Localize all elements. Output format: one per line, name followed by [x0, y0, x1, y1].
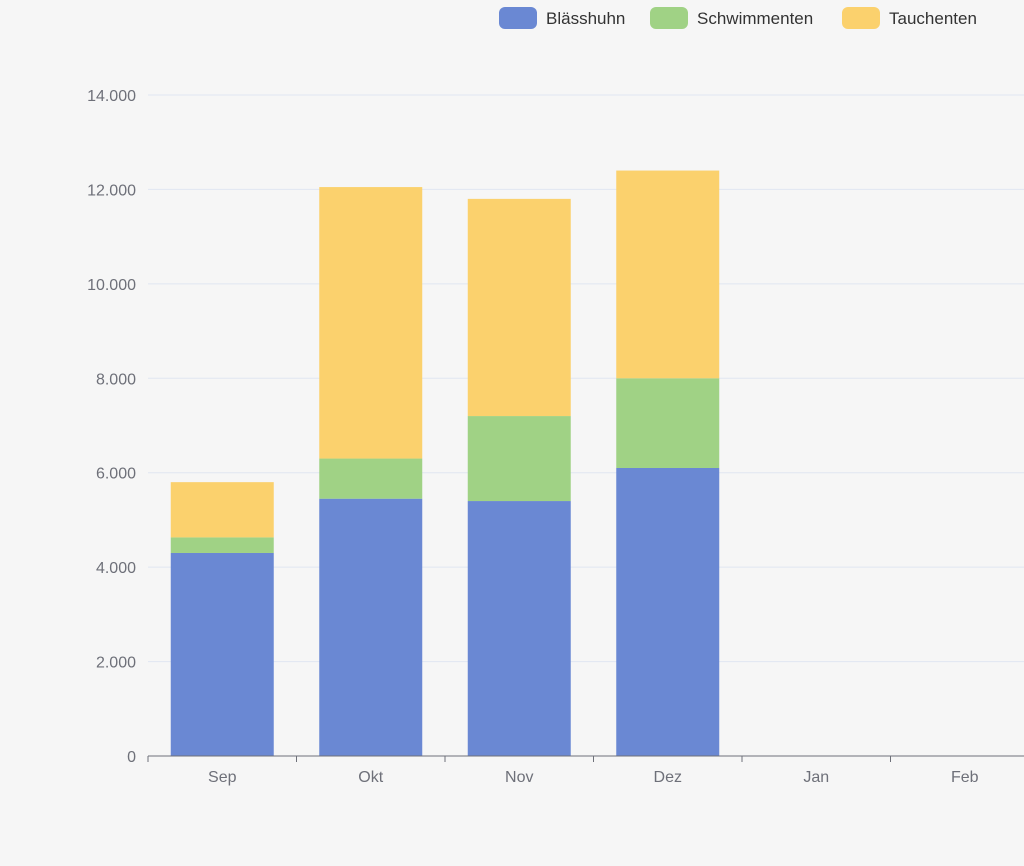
legend-item-tauchenten[interactable]: Tauchenten [842, 7, 977, 29]
x-tick-label: Sep [208, 769, 237, 786]
bar-blässhuhn-okt[interactable] [319, 498, 423, 756]
legend-item-blässhuhn[interactable]: Blässhuhn [499, 7, 625, 29]
bar-tauchenten-sep[interactable] [170, 482, 274, 538]
y-tick-label: 10.000 [87, 277, 136, 294]
bar-schwimmenten-sep[interactable] [170, 537, 274, 553]
axes: 0 2.000 4.000 6.000 8.000 10.000 12.000 14.000 S… [87, 88, 1024, 786]
bar-blässhuhn-sep[interactable] [170, 552, 274, 756]
bar-tauchenten-okt[interactable] [319, 187, 423, 459]
y-tick-label: 14.000 [87, 88, 136, 105]
y-tick-label: 2.000 [96, 655, 136, 672]
y-tick-label: 12.000 [87, 182, 136, 199]
legend-item-schwimmenten[interactable]: Schwimmenten [650, 7, 813, 29]
legend-swatch [499, 7, 537, 29]
y-tick-label: 4.000 [96, 560, 136, 577]
y-tick-label: 6.000 [96, 466, 136, 483]
bars [170, 170, 720, 756]
legend-label: Schwimmenten [697, 9, 813, 28]
x-tick-label: Okt [358, 769, 383, 786]
x-tick-label: Nov [505, 769, 533, 786]
y-tick-label: 0 [127, 749, 136, 766]
bar-tauchenten-dez[interactable] [616, 170, 720, 379]
legend[interactable]: Blässhuhn Schwimmenten Tauchenten [499, 7, 977, 29]
x-tick-label: Feb [951, 769, 979, 786]
bar-schwimmenten-dez[interactable] [616, 378, 720, 468]
legend-label: Blässhuhn [546, 9, 625, 28]
legend-label: Tauchenten [889, 9, 977, 28]
bar-blässhuhn-dez[interactable] [616, 467, 720, 756]
bar-schwimmenten-nov[interactable] [467, 416, 571, 502]
y-tick-label: 8.000 [96, 371, 136, 388]
bar-tauchenten-nov[interactable] [467, 198, 571, 417]
bar-schwimmenten-okt[interactable] [319, 458, 423, 499]
grid [148, 94, 1024, 663]
bar-blässhuhn-nov[interactable] [467, 501, 571, 756]
x-tick-label: Dez [654, 769, 682, 786]
legend-swatch [650, 7, 688, 29]
legend-swatch [842, 7, 880, 29]
x-tick-label: Jan [803, 769, 829, 786]
